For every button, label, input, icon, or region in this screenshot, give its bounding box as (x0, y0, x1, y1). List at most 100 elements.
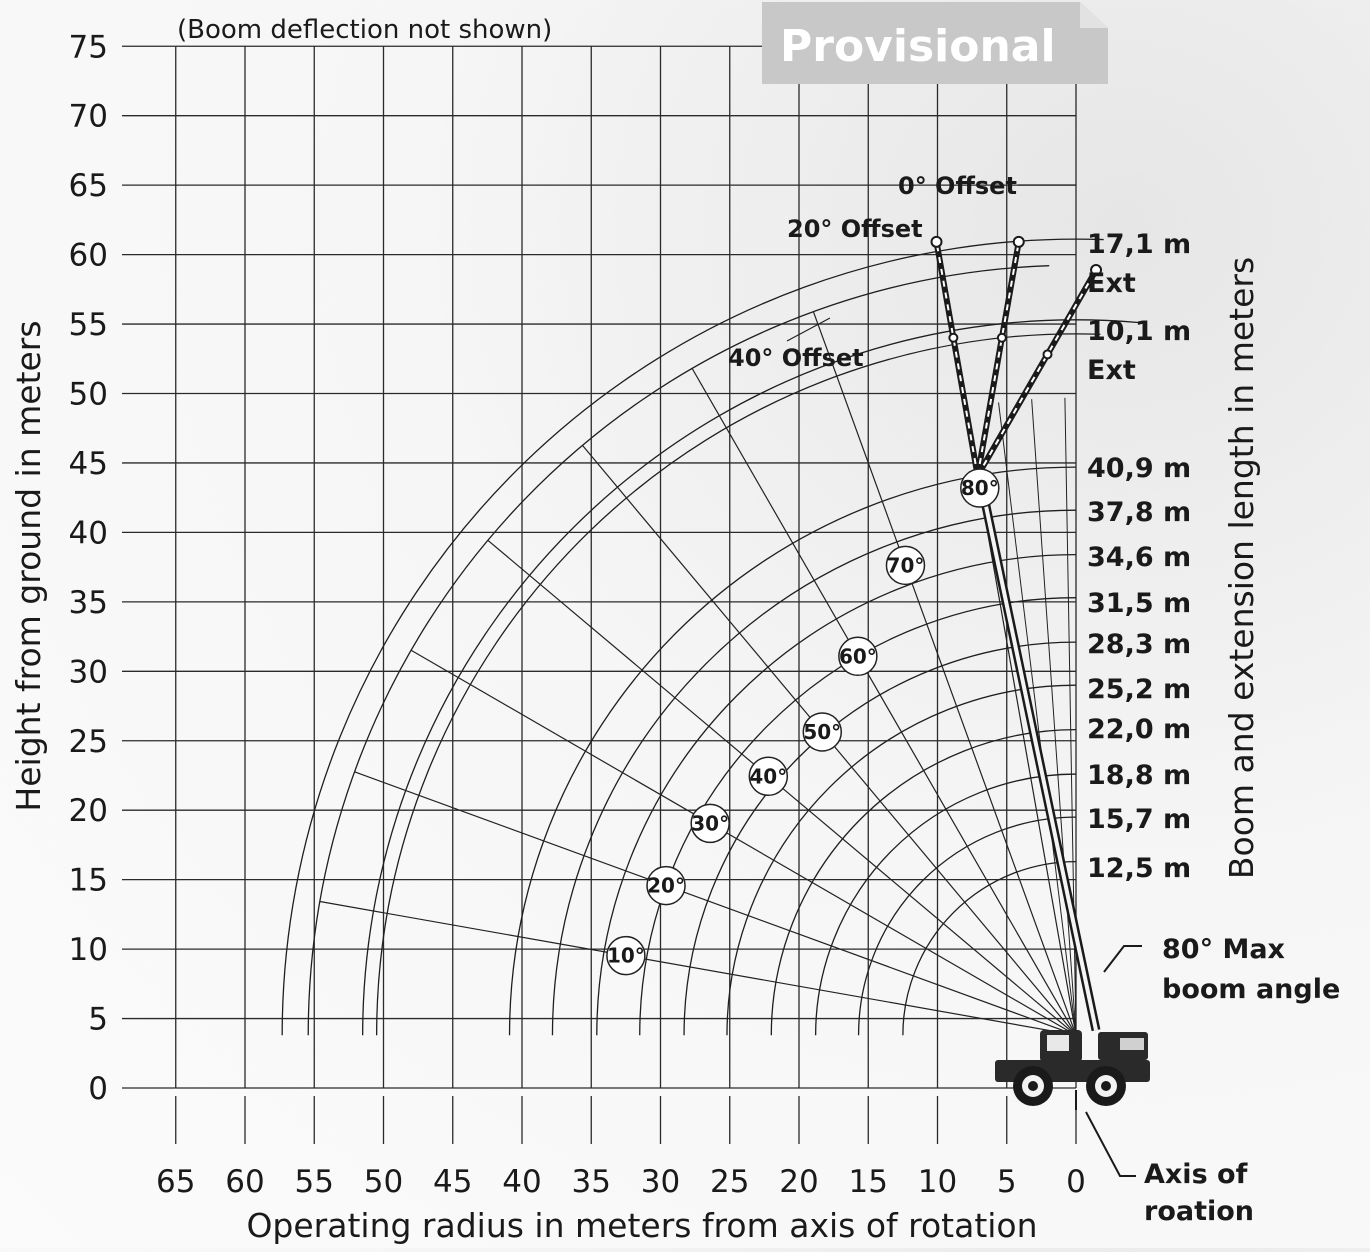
boom-angle-marker (690, 803, 730, 844)
boom-length-arc (902, 860, 1077, 1036)
boom-angle-line (812, 311, 1077, 1036)
x-tick-label: 10 (918, 1164, 957, 1200)
x-tick-label: 25 (710, 1164, 749, 1200)
counterweight-panel (1120, 1038, 1144, 1050)
labels: 65 60 55 50 45 40 35 30 25 20 15 10 5 005101520253035… (69, 29, 1192, 1200)
boom-length-label: 28,3 m (1087, 629, 1191, 660)
boom-length-arc (726, 684, 1077, 1036)
boom-angle-marker (606, 935, 646, 976)
boom-length-label: 25,2 m (1087, 674, 1191, 705)
extension-tip (1012, 235, 1025, 248)
y-tick-label: 10 (69, 932, 108, 968)
boom-length-arc (508, 466, 1077, 1036)
boom-angle-label: 60° (839, 644, 877, 668)
extension-length-label: 17,1 m (1087, 229, 1191, 260)
boom-length-label: 37,8 m (1087, 497, 1191, 528)
axis-line1: Axis of (1144, 1159, 1248, 1190)
y-tick-label: 15 (69, 863, 108, 899)
offset-label: 40° Offset (728, 344, 864, 372)
y-tick-label: 65 (69, 168, 108, 204)
badge-text: Provisional (780, 21, 1056, 72)
x-tick-label: 45 (433, 1164, 472, 1200)
boom-angle-marker (802, 712, 843, 752)
offset-label: 20° Offset (787, 215, 923, 243)
boom-length-label: 22,0 m (1087, 714, 1191, 745)
y-tick-label: 55 (69, 307, 108, 343)
boom-length-arcs (281, 238, 1139, 1036)
x-tick-label: 60 (225, 1164, 264, 1200)
y-tick-label: 25 (69, 724, 108, 760)
main-boom-inner (977, 475, 1098, 1031)
extension-ext-label: Ext (1087, 268, 1136, 299)
boom-length-arc (596, 553, 1077, 1036)
offset-label: 0° Offset (898, 172, 1017, 200)
y-tick-label: 20 (69, 793, 108, 829)
x-tick-label: 20 (779, 1164, 818, 1200)
boom-angle-line (354, 771, 1077, 1036)
x-axis-title: Operating radius in meters from axis of … (246, 1206, 1037, 1245)
boom-length-arc (683, 641, 1077, 1036)
boom-angle-label: 30° (691, 811, 729, 835)
boom-length-label: 40,9 m (1087, 453, 1191, 484)
secondary-axis-title: Boom and extension length in meters (1222, 257, 1261, 879)
extension-arc (362, 319, 1139, 1036)
y-tick-label: 5 (88, 1002, 108, 1038)
boom-angle-line (1031, 399, 1077, 1036)
max-angle-line2: boom angle (1162, 974, 1340, 1005)
boom-length-arc (639, 597, 1077, 1036)
extension-length-label: 10,1 m (1087, 316, 1191, 347)
boom-length-label: 18,8 m (1087, 760, 1191, 791)
boom-angle-marker (885, 545, 926, 586)
extension-tip (1090, 264, 1103, 277)
wheel-center (1101, 1081, 1111, 1091)
boom-length-label: 15,7 m (1087, 804, 1191, 835)
boom-angle-label: 10° (607, 944, 645, 968)
boom-angle-line (410, 649, 1077, 1036)
boom-angle-label: 40° (749, 764, 787, 788)
boom-length-label: 34,6 m (1087, 542, 1191, 573)
x-tick-label: 15 (849, 1164, 888, 1200)
x-tick-label: 40 (502, 1164, 541, 1200)
extension-tip (930, 235, 943, 248)
boom-angle-line (691, 368, 1077, 1036)
max-boom-angle-annotation: 80° Max boom angle (1103, 934, 1340, 1005)
extension-arc (307, 265, 1050, 1036)
y-tick-label: 75 (69, 29, 108, 65)
x-tick-label: 50 (364, 1164, 403, 1200)
boom-length-arc (814, 773, 1077, 1036)
provisional-badge: Provisional (762, 2, 1108, 84)
extension-joint (1042, 349, 1053, 360)
y-tick-label: 60 (69, 238, 108, 274)
x-tick-label: 5 (997, 1164, 1017, 1200)
boom-angle-label: 50° (803, 720, 841, 744)
y-axis-title: Height from ground in meters (9, 320, 48, 811)
boom-length-label: 12,5 m (1087, 853, 1191, 884)
grid (122, 45, 1077, 1144)
extension-joint (948, 332, 959, 343)
crane-boom (930, 235, 1103, 1032)
chart-note: (Boom deflection not shown) (177, 15, 552, 45)
boom-length-arc (770, 728, 1077, 1036)
y-tick-label: 0 (88, 1071, 108, 1107)
boom-angle-marker (960, 468, 1000, 508)
y-tick-label: 40 (69, 515, 108, 551)
extension-arc (375, 333, 1101, 1036)
x-tick-label: 30 (641, 1164, 680, 1200)
x-tick-label: 35 (572, 1164, 611, 1200)
boom-angle-line (319, 900, 1077, 1036)
y-tick-label: 30 (69, 654, 108, 690)
offset-leader (786, 317, 831, 342)
boom-angle-marker (838, 636, 878, 677)
y-tick-label: 35 (69, 585, 108, 621)
extension-arc (281, 238, 1104, 1036)
max-angle-line1: 80° Max (1162, 934, 1285, 965)
boom-angle-label: 20° (647, 874, 685, 898)
lattice-pattern (976, 241, 1020, 476)
boom-length-label: 31,5 m (1087, 588, 1191, 619)
axis-of-rotation-annotation: Axis of roation (1085, 1111, 1254, 1227)
x-tick-label: 55 (295, 1164, 334, 1200)
lattice-pattern (976, 269, 1097, 477)
cab-window (1047, 1035, 1069, 1051)
boom-length-arc (551, 509, 1077, 1036)
